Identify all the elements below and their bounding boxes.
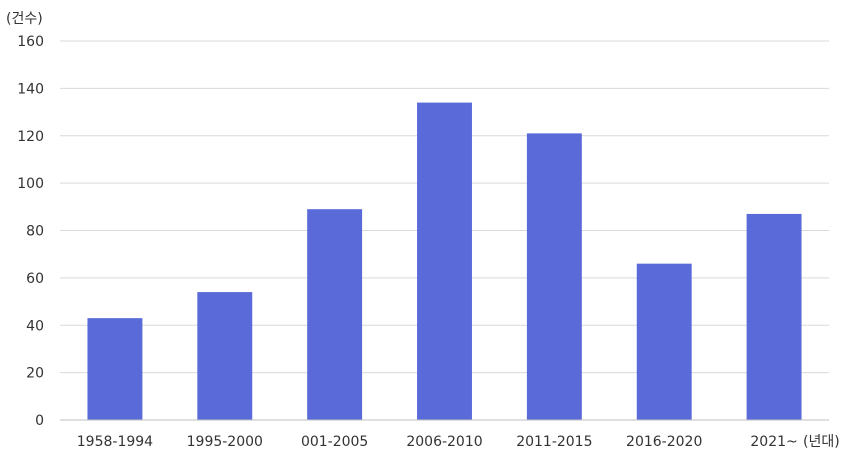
- y-tick-label: 20: [26, 366, 44, 382]
- y-tick-label: 80: [26, 224, 44, 240]
- x-tick-label: 2016-2020: [626, 434, 702, 450]
- y-tick-label: 100: [17, 176, 44, 192]
- y-tick-labels: 0 20 40 60 80 100 120 140 160: [17, 34, 44, 429]
- x-axis-label: (년대): [803, 434, 840, 450]
- bar-3: [307, 209, 363, 420]
- bar-2: [197, 292, 253, 420]
- x-tick-label: 001-2005: [301, 434, 368, 450]
- x-tick-label: 2006-2010: [406, 434, 482, 450]
- bar-7: [746, 213, 802, 420]
- x-tick-label: 1958-1994: [77, 434, 153, 450]
- x-tick-labels: 1958-1994 1995-2000 001-2005 2006-2010 2011-…: [77, 434, 798, 450]
- bar-1: [87, 318, 143, 420]
- bar-5: [526, 133, 582, 420]
- y-tick-label: 40: [26, 318, 44, 334]
- y-tick-label: 140: [17, 81, 44, 97]
- bars: [87, 102, 802, 421]
- bar-6: [636, 263, 692, 420]
- y-tick-label: 0: [35, 413, 44, 429]
- x-tick-label: 2011-2015: [516, 434, 592, 450]
- y-tick-label: 120: [17, 129, 44, 145]
- y-axis-label: (건수): [6, 11, 43, 27]
- bar-4: [417, 102, 472, 421]
- x-tick-label: 1995-2000: [187, 434, 263, 450]
- y-tick-label: 160: [17, 34, 44, 50]
- x-tick-label: 2021~: [750, 434, 797, 450]
- y-tick-label: 60: [26, 271, 44, 287]
